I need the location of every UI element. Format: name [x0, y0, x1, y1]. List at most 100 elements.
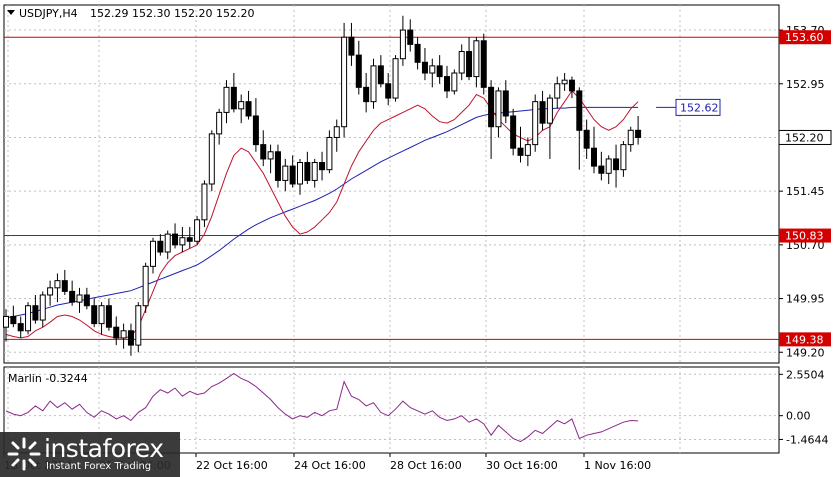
time-tick-label: 22 Oct 16:00 — [196, 459, 268, 472]
candle — [17, 316, 24, 338]
price-label: 149.38 — [779, 332, 831, 347]
candle — [377, 55, 384, 88]
candle-body-bullish — [150, 240, 156, 267]
oscillator-title: Marlin -0.3244 — [8, 372, 88, 385]
candle — [605, 155, 612, 184]
candle-body-bearish — [502, 90, 509, 117]
candle-body-bearish — [613, 158, 620, 171]
price-label-bg — [779, 332, 831, 347]
logo-tagline: Instant Forex Trading — [46, 461, 152, 472]
candle-body-bullish — [194, 219, 201, 242]
candle-body-bullish — [333, 126, 340, 138]
candle — [91, 298, 98, 328]
candle-body-bullish — [326, 136, 333, 171]
price-label-bg — [779, 228, 831, 243]
candle — [98, 302, 105, 335]
quote-label: 152.29 152.30 152.20 152.20 — [90, 7, 254, 20]
candle-body-bullish — [495, 90, 502, 128]
candle — [150, 237, 156, 274]
candle — [69, 280, 76, 306]
candle-body-bearish — [466, 51, 473, 78]
candle — [458, 44, 465, 81]
price-label-bg — [778, 129, 832, 145]
candle-body-bearish — [260, 144, 267, 160]
candle — [524, 137, 531, 167]
candle — [385, 73, 392, 106]
candle-body-bullish — [208, 133, 215, 185]
price-plot-area — [3, 4, 780, 364]
candle — [223, 80, 230, 124]
candle — [260, 130, 267, 167]
candle-body-bearish — [539, 101, 546, 124]
candle — [546, 94, 553, 159]
candle — [591, 126, 597, 174]
candle — [39, 291, 46, 328]
candle — [245, 90, 252, 120]
candle-body-bullish — [399, 29, 406, 60]
candle — [157, 234, 164, 256]
candle-body-bullish — [3, 315, 9, 328]
candle-body-bullish — [297, 162, 303, 185]
candle-body-bearish — [348, 36, 355, 56]
price-label-text: 152.62 — [680, 101, 719, 114]
candle — [252, 98, 259, 152]
price-label-text: 152.20 — [785, 131, 824, 144]
candle-body-bearish — [32, 305, 39, 321]
candle-body-bearish — [576, 90, 583, 131]
candle — [495, 87, 502, 138]
candle-body-bearish — [436, 65, 443, 78]
candle — [179, 226, 186, 253]
price-label: 152.20 — [778, 129, 832, 145]
candle — [127, 323, 134, 356]
candle — [576, 87, 583, 170]
candle-body-bullish — [39, 294, 46, 321]
dropdown-triangle-icon[interactable] — [7, 10, 15, 15]
candle-body-bearish — [488, 86, 495, 128]
candle — [282, 158, 289, 192]
candle — [627, 126, 634, 152]
candle-body-bullish — [524, 144, 531, 156]
candle-body-bullish — [54, 280, 61, 289]
candle-body-bearish — [105, 305, 112, 328]
candle-body-bearish — [245, 101, 252, 117]
candle — [47, 280, 54, 306]
candle — [208, 130, 215, 192]
candle — [613, 144, 620, 188]
candle-body-bearish — [480, 40, 487, 88]
candle-body-bearish — [568, 79, 575, 92]
candle-body-bearish — [319, 162, 326, 171]
candle-body-bearish — [172, 233, 179, 246]
candle — [429, 58, 436, 88]
candle-body-bullish — [98, 305, 105, 325]
candle — [326, 130, 333, 174]
candle-body-bullish — [223, 86, 230, 113]
price-label-text: 150.83 — [785, 230, 824, 243]
candle-body-bearish — [355, 54, 362, 88]
candle — [201, 180, 208, 227]
candle — [399, 15, 406, 66]
candle-body-bullish — [201, 183, 208, 221]
price-axis: 153.70152.95152.20151.45150.70149.95149.… — [779, 24, 825, 359]
candle-body-bullish — [458, 51, 465, 74]
candle-body-bearish — [304, 162, 311, 181]
candle-body-bearish — [157, 240, 164, 253]
symbol-label: USDJPY,H4 — [19, 7, 78, 20]
candle — [370, 58, 377, 109]
candle — [414, 37, 421, 70]
candle — [274, 144, 281, 188]
candle — [510, 108, 517, 156]
oscillator-tick-label: 0.00 — [786, 410, 811, 423]
price-label-text: 153.60 — [785, 31, 824, 44]
candle-body-bullish — [282, 165, 289, 181]
candle-body-bearish — [274, 151, 281, 181]
candle-body-bearish — [61, 280, 68, 292]
candle-body-bullish — [392, 58, 399, 99]
candle-body-bearish — [591, 147, 597, 167]
price-label-bg — [675, 98, 721, 116]
candle-body-bearish — [186, 237, 193, 242]
price-label: 150.83 — [779, 228, 831, 243]
candle-body-bullish — [267, 151, 274, 160]
candle-body-bullish — [561, 79, 568, 85]
candle — [517, 126, 524, 163]
candle-body-bullish — [532, 101, 539, 146]
